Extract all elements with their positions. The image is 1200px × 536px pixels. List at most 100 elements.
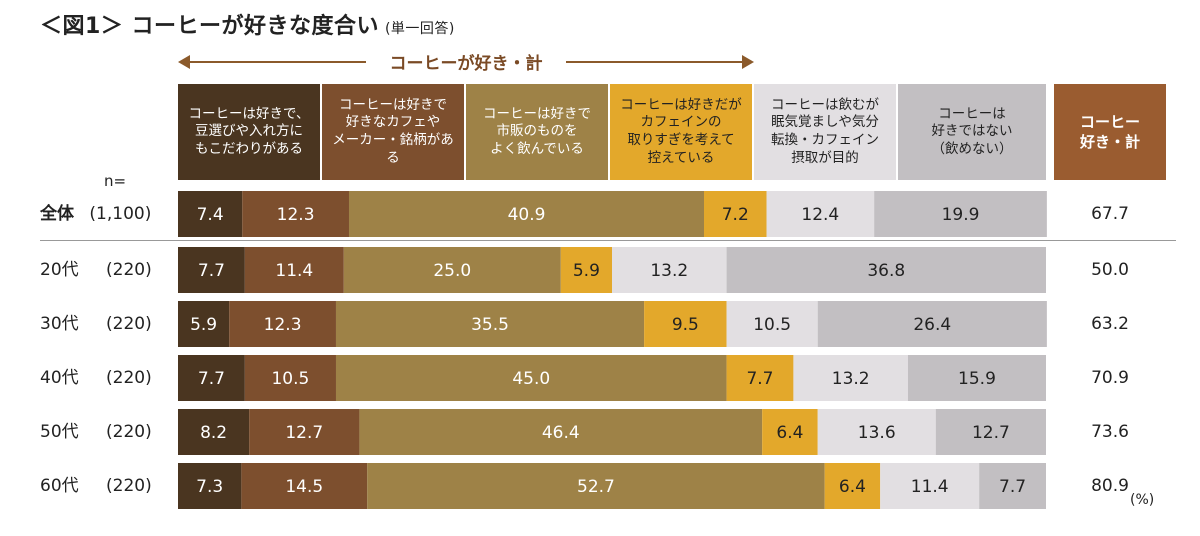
bar-segment-row4-series2 <box>249 409 360 455</box>
bar-value-label-row4-series3: 46.4 <box>542 423 580 443</box>
bar-value-label-row5-series6: 7.7 <box>999 477 1026 497</box>
legend-label-2: コーヒーは好きで 好きなカフェや メーカー・銘柄がある <box>326 97 460 167</box>
bar-value-label-row0-series2: 12.3 <box>277 205 315 225</box>
legend-item-1: コーヒーは好きで、 豆選びや入れ方に もこだわりがある <box>178 84 320 180</box>
bar-segment-row0-series2 <box>242 191 349 237</box>
unit-label: (%) <box>1130 492 1155 508</box>
bar-value-label-row0-series5: 12.4 <box>801 205 839 225</box>
legend-label-3: コーヒーは好きで 市販のものを よく飲んでいる <box>483 106 591 159</box>
total-value-4: 73.6 <box>1091 422 1129 442</box>
legend-label-1: コーヒーは好きで、 豆選びや入れ方に もこだわりがある <box>189 106 310 159</box>
bar-value-label-row4-series4: 6.4 <box>776 423 803 443</box>
bar-segment-row3-series4 <box>726 355 794 401</box>
bar-segment-row4-series5 <box>817 409 936 455</box>
bar-value-label-row3-series4: 7.7 <box>746 369 773 389</box>
bar-value-label-row4-series6: 12.7 <box>972 423 1010 443</box>
legend-label-5: コーヒーは飲むが 眠気覚ましや気分 転換・カフェイン 摂取が目的 <box>771 97 879 167</box>
legend-label-line: コーヒーは好きで、 <box>188 105 310 122</box>
legend-label-line: （飲めない） <box>931 140 1013 157</box>
bracket-label: コーヒーが好き・計 <box>389 54 543 74</box>
overall-divider <box>40 240 1176 241</box>
bar-segment-row0-series6 <box>874 191 1047 237</box>
bar-segment-row0-series3 <box>349 191 705 237</box>
row-label-5: 60代 (220) <box>40 462 152 510</box>
legend-label-line: カフェインの <box>640 114 722 131</box>
legend-label-line: コーヒーは好きだが <box>620 96 742 113</box>
row-n-0: (1,100) <box>89 204 152 224</box>
row-label-2: 30代 (220) <box>40 300 152 348</box>
n-label: n= <box>104 172 127 190</box>
bar-value-label-row4-series5: 13.6 <box>858 423 896 443</box>
row-n-2: (220) <box>106 314 152 334</box>
left-arrow-icon <box>178 55 190 69</box>
legend-label-line: 控えている <box>647 149 715 166</box>
row-n-5: (220) <box>106 476 152 496</box>
legend-label-line: 豆選びや入れ方に <box>195 123 303 140</box>
bar-segment-row5-series3 <box>367 463 825 509</box>
total-value-0: 67.7 <box>1091 204 1129 224</box>
bar-segment-row5-series1 <box>178 463 242 509</box>
bar-segment-row3-series3 <box>335 355 727 401</box>
bar-segment-row1-series2 <box>244 247 344 293</box>
bar-value-label-row2-series1: 5.9 <box>190 315 217 335</box>
bar-value-label-row2-series6: 26.4 <box>913 315 951 335</box>
chart-subtitle: (単一回答) <box>384 21 455 37</box>
bar-segment-row1-series4 <box>560 247 612 293</box>
bar-segment-row2-series1 <box>178 301 230 347</box>
legend-item-6: コーヒーは 好きではない （飲めない） <box>898 84 1046 180</box>
legend-item-3: コーヒーは好きで 市販のものを よく飲んでいる <box>466 84 608 180</box>
bar-segment-row0-series4 <box>704 191 767 237</box>
bar-segment-row5-series4 <box>824 463 881 509</box>
bar-segment-row4-series1 <box>178 409 250 455</box>
legend-label-line: コーヒーは飲むが <box>771 96 879 113</box>
legend-label-line: 摂取が目的 <box>791 149 859 166</box>
legend-label-line: コーヒーは好きで <box>339 96 447 113</box>
bar-value-label-row1-series5: 13.2 <box>650 261 688 281</box>
bar-segment-row4-series3 <box>359 409 763 455</box>
row-label-0: 全体 (1,100) <box>40 190 151 238</box>
total-header-line-1: コーヒー <box>1079 112 1140 131</box>
total-value-5: 80.9 <box>1091 476 1129 496</box>
row-n-3: (220) <box>106 368 152 388</box>
bar-value-label-row3-series6: 15.9 <box>958 369 996 389</box>
legend-label-line: 眠気覚ましや気分 <box>771 114 879 131</box>
legend-label-line: もこだわりがある <box>195 140 303 157</box>
bar-segment-row5-series2 <box>241 463 368 509</box>
chart-title: ＜図1＞ コーヒーが好きな度合い (単一回答) <box>40 8 455 40</box>
bar-value-label-row5-series5: 11.4 <box>911 477 949 497</box>
bar-value-label-row1-series2: 11.4 <box>275 261 313 281</box>
bar-value-label-row1-series1: 7.7 <box>198 261 225 281</box>
total-value-3: 70.9 <box>1091 368 1129 388</box>
bar-value-label-row3-series1: 7.7 <box>198 369 225 389</box>
bar-value-label-row5-series2: 14.5 <box>285 477 323 497</box>
legend-label-line: コーヒーは好きで <box>483 105 591 122</box>
bar-segment-row2-series4 <box>644 301 727 347</box>
bar-value-label-row5-series4: 6.4 <box>839 477 866 497</box>
legend-label-6: コーヒーは 好きではない （飲めない） <box>932 106 1013 159</box>
total-value-2: 63.2 <box>1091 314 1129 334</box>
legend-item-5: コーヒーは飲むが 眠気覚ましや気分 転換・カフェイン 摂取が目的 <box>754 84 896 180</box>
bar-value-label-row1-series6: 36.8 <box>867 261 905 281</box>
bar-segment-row3-series2 <box>244 355 336 401</box>
bar-value-label-row2-series3: 35.5 <box>471 315 509 335</box>
bar-value-label-row2-series2: 12.3 <box>264 315 302 335</box>
bar-segment-row1-series1 <box>178 247 245 293</box>
legend-item-4: コーヒーは好きだが カフェインの 取りすぎを考えて 控えている <box>610 84 752 180</box>
row-category-3: 40代 <box>40 368 79 388</box>
row-category-2: 30代 <box>40 314 79 334</box>
legend-item-2: コーヒーは好きで 好きなカフェや メーカー・銘柄がある <box>322 84 464 180</box>
row-label-4: 50代 (220) <box>40 408 152 456</box>
bar-value-label-row1-series3: 25.0 <box>433 261 471 281</box>
row-n-4: (220) <box>106 422 152 442</box>
legend-label-line: 転換・カフェイン <box>771 132 879 148</box>
bar-segment-row2-series5 <box>726 301 818 347</box>
bar-value-label-row3-series3: 45.0 <box>512 369 550 389</box>
bar-value-label-row3-series2: 10.5 <box>271 369 309 389</box>
row-n-1: (220) <box>106 260 152 280</box>
row-category-4: 50代 <box>40 422 79 442</box>
bar-value-label-row0-series6: 19.9 <box>942 205 980 225</box>
legend-label-line: 取りすぎを考えて <box>627 132 735 148</box>
legend-label-line: 好きではない <box>931 123 1013 140</box>
legend-label-line: コーヒーは <box>938 105 1006 122</box>
